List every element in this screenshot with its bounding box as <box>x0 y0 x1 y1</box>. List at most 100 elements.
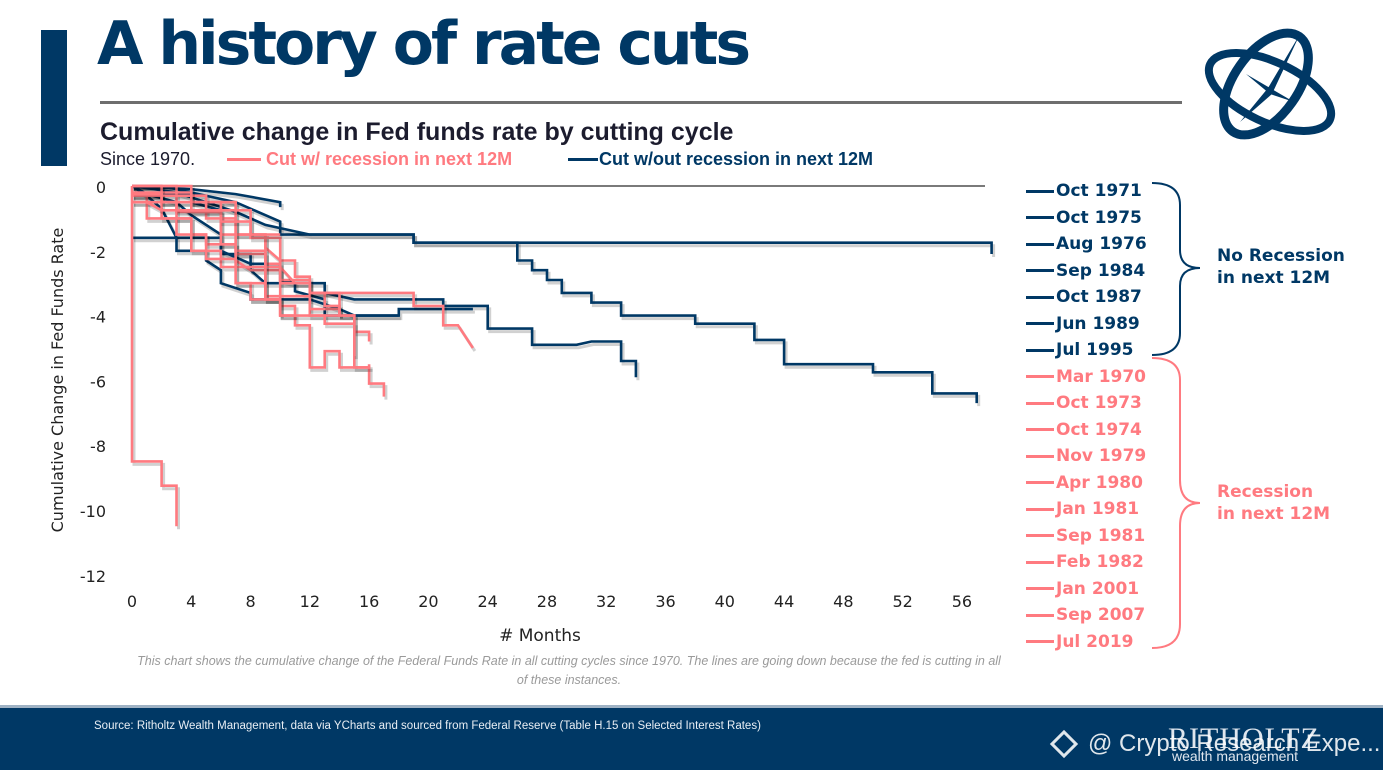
x-tick-label: 0 <box>127 592 137 611</box>
legend-swatch <box>1026 348 1054 352</box>
x-tick-label: 16 <box>359 592 379 611</box>
x-tick-label: 4 <box>186 592 196 611</box>
legend-item: Sep 1981 <box>1026 523 1147 550</box>
series-shadow <box>134 187 343 319</box>
legend-item: Jan 2001 <box>1026 576 1147 603</box>
legend-label: Sep 2007 <box>1056 605 1146 626</box>
series-shadow <box>134 187 373 372</box>
legend-swatch <box>1026 560 1054 564</box>
legend-item: Sep 2007 <box>1026 602 1147 629</box>
x-tick-label: 28 <box>537 592 557 611</box>
watermark-text: @ Crypto Research Expe... <box>1088 730 1381 757</box>
x-tick-label: 24 <box>478 592 498 611</box>
footer-brand-sub: wealth management <box>1172 748 1299 764</box>
recession-label-line2: in next 12M <box>1217 504 1331 524</box>
legend-item: Jul 2019 <box>1026 629 1147 656</box>
legend-swatch <box>1026 401 1054 405</box>
legend-swatch <box>1026 534 1054 538</box>
x-tick-label: 52 <box>892 592 912 611</box>
y-tick-label: -6 <box>90 372 106 391</box>
legend-label: Oct 1987 <box>1056 287 1142 308</box>
legend-recession-swatch <box>227 158 261 161</box>
legend-recession: Cut w/ recession in next 12M <box>227 149 512 170</box>
binance-diamond-icon <box>1049 729 1079 759</box>
legend-item: Sep 1984 <box>1026 258 1147 285</box>
legend-item: Mar 1970 <box>1026 364 1147 391</box>
legend-label: Mar 1970 <box>1056 366 1147 387</box>
legend-label: Nov 1979 <box>1056 446 1147 467</box>
x-tick-label: 44 <box>774 592 794 611</box>
legend-label: Sep 1984 <box>1056 260 1146 281</box>
chart-note: This chart shows the cumulative change o… <box>137 654 1001 687</box>
legend-item: Feb 1982 <box>1026 549 1147 576</box>
no-recession-label-line2: in next 12M <box>1217 268 1331 288</box>
series-shadow <box>134 187 477 352</box>
legend-no-recession-swatch <box>568 158 598 161</box>
series-shadow <box>134 197 284 319</box>
legend-swatch <box>1026 375 1054 379</box>
ritholtz-logo-icon <box>1204 28 1336 140</box>
legend-swatch <box>1026 269 1054 273</box>
legend-item: Jul 1995 <box>1026 337 1147 364</box>
page-title: A history of rate cuts <box>97 9 751 79</box>
since-label: Since 1970. <box>100 149 196 169</box>
legend-label: Oct 1973 <box>1056 393 1142 414</box>
legend-swatch <box>1026 189 1054 193</box>
x-tick-label: 48 <box>833 592 853 611</box>
legend-swatch <box>1026 428 1054 432</box>
legend-item: Oct 1973 <box>1026 390 1147 417</box>
y-tick-label: -10 <box>80 502 106 521</box>
source-text: Source: Ritholtz Wealth Management, data… <box>94 720 761 732</box>
legend-item: Nov 1979 <box>1026 443 1147 470</box>
title-divider <box>100 101 1182 104</box>
no-recession-label-line1: No Recession <box>1217 246 1345 266</box>
legend-label: Jan 1981 <box>1056 499 1140 520</box>
series-line-jul-2019 <box>132 192 281 236</box>
y-tick-label: 0 <box>96 178 106 197</box>
legend-label: Jun 1989 <box>1056 313 1140 334</box>
legend-swatch <box>1026 587 1054 591</box>
legend-swatch <box>1026 216 1054 220</box>
series-shadow <box>134 203 358 360</box>
x-tick-label: 8 <box>245 592 255 611</box>
legend-item: Oct 1987 <box>1026 284 1147 311</box>
no-recession-group-label: No Recession in next 12M <box>1217 245 1345 289</box>
chart-subtitle: Cumulative change in Fed funds rate by c… <box>100 118 734 146</box>
legend-swatch <box>1026 481 1054 485</box>
chart-plot: 0-2-4-6-8-10-12 0 4 8 12 16 20 24 28 32 36 40 44 48 5… <box>48 178 1201 649</box>
series-legend: Oct 1971 Oct 1975 Aug 1976 Sep 1984 Oct 1987… <box>1026 178 1147 655</box>
x-tick-label: 56 <box>952 592 972 611</box>
x-tick-label: 36 <box>655 592 675 611</box>
legend-label: Jan 2001 <box>1056 578 1140 599</box>
legend-label: Apr 1980 <box>1056 472 1143 493</box>
x-tick-label: 32 <box>596 592 616 611</box>
series-line-sep-1984 <box>131 184 978 404</box>
footer-bar: Source: Ritholtz Wealth Management, data… <box>0 705 1383 770</box>
legend-no-recession-label: Cut w/out recession in next 12M <box>599 149 874 169</box>
legend-recession-label: Cut w/ recession in next 12M <box>266 149 513 169</box>
legend-label: Oct 1974 <box>1056 419 1142 440</box>
legend-item: Jun 1989 <box>1026 311 1147 338</box>
x-tick-label: 20 <box>418 592 438 611</box>
footer-brand: RITHOLTZ <box>1168 722 1320 755</box>
recession-label-line1: Recession <box>1217 482 1314 502</box>
y-axis-label: Cumulative Change in Fed Funds Rate <box>48 228 67 533</box>
y-tick-label: -12 <box>80 567 106 586</box>
x-axis-label: # Months <box>499 626 581 646</box>
legend-label: Aug 1976 <box>1056 234 1147 255</box>
series-shadow <box>134 197 388 400</box>
legend-swatch <box>1026 507 1054 511</box>
series-shadow <box>134 203 297 321</box>
legend-swatch <box>1026 295 1054 299</box>
y-tick-label: -2 <box>90 243 106 262</box>
legend-label: Jul 1995 <box>1056 340 1134 361</box>
recession-group-label: Recession in next 12M <box>1217 481 1330 525</box>
legend-swatch <box>1026 613 1054 617</box>
legend-item: Oct 1974 <box>1026 417 1147 444</box>
legend-label: Feb 1982 <box>1056 552 1144 573</box>
legend-swatch <box>1026 322 1054 326</box>
x-tick-label: 40 <box>715 592 735 611</box>
watermark: @ Crypto Research Expe... <box>1049 729 1381 759</box>
legend-swatch <box>1026 242 1054 246</box>
y-tick-label: -4 <box>90 308 106 327</box>
